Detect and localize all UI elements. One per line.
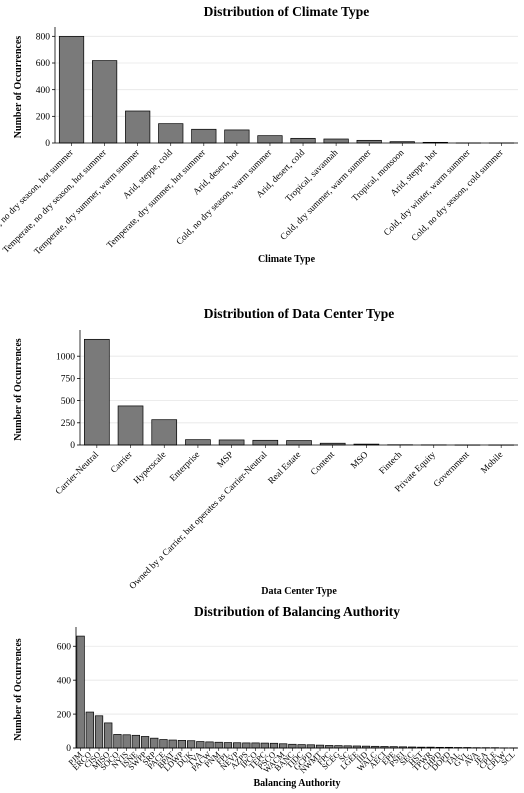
y-tick-label: 200 bbox=[57, 710, 72, 720]
bar bbox=[150, 737, 159, 749]
bar bbox=[286, 440, 312, 446]
x-tick-label: Government bbox=[431, 449, 471, 489]
data-center-type-chart: Distribution of Data Center Type 0 250 500 7… bbox=[13, 306, 518, 597]
y-tick-label: 500 bbox=[61, 397, 76, 407]
bar bbox=[233, 742, 242, 749]
bar bbox=[159, 739, 168, 749]
y-tick-label: 750 bbox=[61, 375, 76, 385]
bar bbox=[242, 742, 251, 749]
x-tick-label: Content bbox=[308, 449, 336, 477]
bar bbox=[158, 123, 184, 144]
chart-title: Distribution of Data Center Type bbox=[204, 306, 395, 321]
bar bbox=[251, 742, 260, 749]
y-axis-title: Number of Occurrences bbox=[13, 338, 24, 440]
bar bbox=[288, 743, 297, 749]
y-tick-label: 0 bbox=[66, 744, 71, 754]
bar bbox=[177, 740, 187, 749]
x-axis-title: Data Center Type bbox=[261, 586, 337, 597]
bar bbox=[252, 439, 279, 446]
y-tick-label: 600 bbox=[36, 59, 51, 69]
x-tick-label: Fintech bbox=[377, 449, 404, 476]
y-tick-label: 400 bbox=[36, 86, 51, 96]
bar bbox=[260, 742, 269, 749]
y-tick-label: 1000 bbox=[56, 352, 75, 362]
bar bbox=[224, 129, 250, 144]
bar bbox=[279, 743, 288, 749]
bar bbox=[315, 744, 325, 749]
x-tick-label: Carrier bbox=[108, 449, 133, 474]
bar bbox=[92, 60, 118, 144]
bar bbox=[218, 439, 245, 446]
bar bbox=[84, 338, 110, 446]
x-tick-label: MSO bbox=[349, 449, 370, 470]
y-axis-title: Number of Occurrences bbox=[13, 638, 24, 740]
x-tick-label: MSP bbox=[215, 449, 235, 469]
bar bbox=[76, 635, 85, 749]
x-tick-label: Carrier-Neutral bbox=[53, 449, 100, 496]
chart-title: Distribution of Climate Type bbox=[204, 4, 370, 19]
bar bbox=[191, 128, 217, 144]
bar bbox=[122, 734, 131, 749]
bar bbox=[186, 740, 196, 749]
y-tick-label: 0 bbox=[70, 441, 75, 451]
x-tick-label: Real Estate bbox=[266, 449, 302, 485]
bar bbox=[117, 405, 144, 446]
bar bbox=[297, 744, 306, 749]
y-tick-label: 800 bbox=[36, 33, 51, 43]
bar bbox=[168, 739, 177, 749]
balancing-authority-chart: Distribution of Balancing Authority 0 200 4… bbox=[13, 604, 518, 789]
bar bbox=[185, 439, 211, 446]
bar bbox=[205, 741, 214, 749]
y-tick-label: 400 bbox=[57, 676, 72, 686]
climate-type-chart: Distribution of Climate Type 0 200 400 600 80… bbox=[0, 4, 518, 265]
bar bbox=[140, 736, 150, 749]
y-tick-label: 600 bbox=[57, 642, 72, 652]
bar bbox=[323, 138, 349, 144]
bar bbox=[104, 722, 113, 749]
bar bbox=[58, 35, 85, 144]
bar bbox=[125, 110, 151, 144]
bar bbox=[94, 715, 104, 749]
y-tick-label: 200 bbox=[36, 113, 51, 123]
x-tick-label: Mobile bbox=[479, 449, 505, 475]
x-tick-label: Enterprise bbox=[168, 449, 202, 483]
bar bbox=[85, 711, 94, 749]
bar bbox=[223, 742, 233, 749]
x-axis-title: Climate Type bbox=[258, 254, 316, 265]
y-tick-label: 0 bbox=[45, 139, 50, 149]
bar bbox=[290, 137, 316, 144]
bar bbox=[151, 419, 178, 446]
bar bbox=[196, 741, 205, 749]
y-tick-label: 250 bbox=[61, 419, 76, 429]
bar bbox=[257, 135, 283, 144]
bar bbox=[306, 744, 315, 749]
bar bbox=[131, 734, 140, 749]
bar bbox=[214, 741, 223, 749]
bar bbox=[269, 742, 279, 749]
y-axis-title: Number of Occurrences bbox=[13, 36, 24, 138]
x-axis-title: Balancing Authority bbox=[254, 778, 341, 789]
chart-title: Distribution of Balancing Authority bbox=[194, 604, 400, 619]
bar bbox=[113, 734, 122, 749]
x-tick-label: Hyperscale bbox=[131, 449, 167, 485]
